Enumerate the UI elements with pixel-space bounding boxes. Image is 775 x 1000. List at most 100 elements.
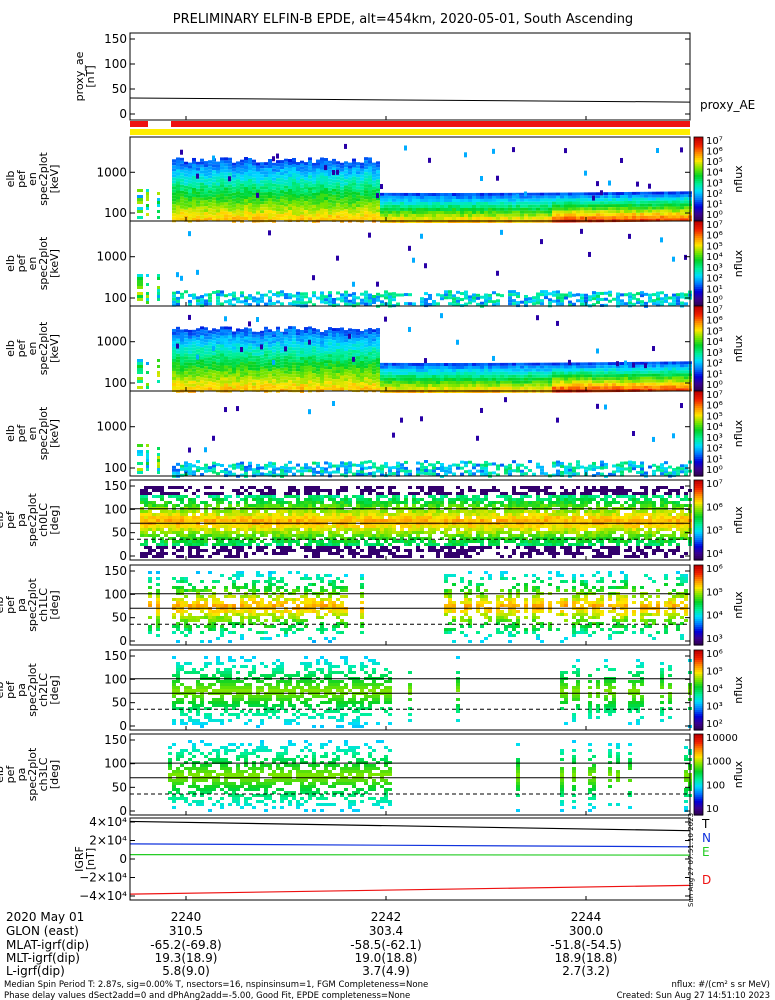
en-spec-4-colorbar-tick: 10⁶: [706, 401, 723, 412]
panel-pa-ch2: 150100500elbpefpaspec2plotch2LC[deg]10⁶1…: [0, 649, 745, 733]
pa-ch3-ytick: 100: [104, 757, 127, 771]
igrf-legend-D: D: [702, 873, 711, 887]
ephemeris-bar: [130, 121, 690, 135]
en-spec-2-colorbar-tick: 10²: [706, 274, 723, 285]
igrf-legend-T: T: [701, 817, 710, 831]
en-spec-2-ytick: 100: [104, 291, 127, 305]
pa-ch3-colorbar: 10000 1000 100 10 nflux: [693, 733, 745, 816]
en-spec-1-colorbar-tick: 10⁶: [706, 147, 723, 158]
igrf-line-D: [129, 884, 691, 895]
panel-en-spec-4: 1000100elbpefenspec2plot[keV]10⁷10⁶10⁵10…: [4, 390, 745, 478]
pa-ch1-ytick: 50: [112, 611, 127, 625]
proxy-ae-frame: [129, 32, 691, 121]
pa-ch0-colorbar-tick: 10⁷: [706, 479, 723, 490]
orbit-value-mlt: 19.3(18.9): [155, 951, 218, 965]
orbit-value-time: 2242: [371, 910, 402, 924]
pa-ch0-colorbar-label: nflux: [732, 506, 745, 534]
pa-ch1-ylabel: elbpefpaspec2plotch1LC[deg]: [0, 578, 61, 632]
pa-ch1-colorbar-tick: 10³: [706, 634, 723, 645]
en-spec-2-colorbar-tick: 10³: [706, 263, 723, 274]
pa-ch2-heatmap: [172, 656, 692, 728]
panel-stack: proxy_AE150100500proxy_ae[nT]1000100elbp…: [0, 32, 755, 907]
en-spec-3-colorbar-tick: 10⁷: [706, 305, 723, 316]
igrf-ytick: −2×10⁴: [79, 871, 127, 885]
igrf-ylabel: IGRF[nT]: [73, 846, 97, 872]
en-spec-1-ytick: 1000: [96, 165, 127, 179]
pa-ch3-colorbar-tick: 1000: [706, 757, 731, 768]
en-spec-1-colorbar-tick: 10²: [706, 189, 723, 200]
en-spec-3-ytick: 1000: [96, 335, 127, 349]
orbit-value-mlt: 18.9(18.8): [555, 951, 618, 965]
orbit-value-mlt: 19.0(18.8): [355, 951, 418, 965]
panel-proxy-ae: proxy_AE 150 100 50 0 proxy_ae[nT]: [73, 32, 755, 121]
pa-ch3-ytick: 0: [119, 804, 127, 818]
footer-created: Created: Sun Aug 27 14:51:10 2023: [617, 991, 770, 1000]
pa-ch2-ytick: 150: [104, 649, 127, 663]
en-spec-4-colorbar-label: nflux: [732, 419, 745, 447]
pa-ch2-ytick: 100: [104, 672, 127, 686]
en-spec-4-colorbar-tick: 10⁵: [706, 411, 723, 422]
en-spec-1-ytick: 100: [104, 206, 127, 220]
igrf-legend-N: N: [702, 831, 711, 845]
pa-ch1-ytick: 100: [104, 587, 127, 601]
pa-ch0-ytick: 0: [119, 549, 127, 563]
proxy-ae-label: proxy_AE: [700, 98, 755, 112]
en-spec-3-colorbar-tick: 10⁰: [706, 380, 723, 391]
orbit-value-time: 2244: [571, 910, 602, 924]
panel-en-spec-2: 1000100elbpefenspec2plot[keV]10⁷10⁶10⁵10…: [4, 220, 745, 308]
orbit-value-l: 5.8(9.0): [162, 964, 210, 978]
orbit-value-l: 2.7(3.2): [562, 964, 610, 978]
en-spec-1-ylabel: elbpefenspec2plot[keV]: [4, 152, 61, 206]
pa-ch0-heatmap: [140, 486, 692, 558]
en-spec-4-colorbar-tick: 10⁷: [706, 390, 723, 401]
en-spec-4-colorbar-tick: 10⁰: [706, 465, 723, 476]
pa-ch2-frame: [129, 649, 691, 731]
igrf-line-T: [129, 820, 691, 832]
pa-ch3-ylabel: elbpefpaspec2plotch3LC[deg]: [0, 747, 61, 801]
orbit-value-mlat: -58.5(-62.1): [350, 938, 421, 952]
en-spec-4-ytick: 1000: [96, 420, 127, 434]
en-spec-2-ytick: 1000: [96, 250, 127, 264]
pa-ch3-frame: [129, 733, 691, 816]
pa-ch1-ytick: 150: [104, 564, 127, 578]
igrf-line-N: [129, 843, 691, 848]
en-spec-3-colorbar-tick: 10⁶: [706, 316, 723, 327]
panel-pa-ch1: 150100500elbpefpaspec2plotch1LC[deg]10⁶1…: [0, 564, 745, 648]
en-spec-1-colorbar-tick: 10¹: [706, 199, 723, 210]
pa-ch2-ytick: 50: [112, 696, 127, 710]
en-spec-2-colorbar-tick: 10⁴: [706, 252, 723, 263]
igrf-ytick: −4×10⁴: [79, 889, 127, 903]
pa-ch0-colorbar-tick: 10⁵: [706, 526, 723, 537]
en-spec-3-colorbar-tick: 10⁴: [706, 337, 723, 348]
proxy-ae-line: [129, 97, 691, 103]
en-spec-1-colorbar-tick: 10⁷: [706, 136, 723, 147]
orbit-value-glon: 300.0: [569, 924, 603, 938]
footer-info: Median Spin Period T: 2.87s, sig=0.00% T…: [4, 980, 770, 1000]
en-spec-3-ytick: 100: [104, 376, 127, 390]
panel-en-spec-1: 1000 100 elbpefenspec2plot[keV] 10⁷10⁶10⁵10…: [4, 136, 745, 223]
en-spec-2-colorbar-tick: 10⁶: [706, 231, 723, 242]
igrf-frame: [129, 817, 691, 901]
pa-ch3-colorbar-tick: 10: [706, 804, 719, 815]
orbit-row-label: GLON (east): [6, 924, 79, 938]
igrf-ytick: 2×10⁴: [89, 834, 127, 848]
orbit-row-label: MLT-igrf(dip): [6, 951, 80, 965]
pa-ch3-colorbar-label: nflux: [732, 760, 745, 788]
pa-ch2-colorbar: 10⁶ 10⁵ 10⁴ 10³ 10² nflux: [693, 649, 745, 731]
pa-ch3-heatmap: [168, 740, 692, 812]
en-spec-2-heatmap: [137, 228, 692, 308]
panel-en-spec-3: 1000100elbpefenspec2plot[keV]10⁷10⁶10⁵10…: [4, 305, 745, 393]
created-stamp: Sun Aug 27 07:51:10 2023: [687, 813, 695, 907]
igrf-ytick: 4×10⁴: [89, 815, 127, 829]
en-spec-2-colorbar-tick: 10⁷: [706, 220, 723, 231]
pa-ch0-ytick: 50: [112, 526, 127, 540]
orbit-value-glon: 303.4: [369, 924, 403, 938]
en-spec-1-colorbar-tick: 10³: [706, 178, 723, 189]
proxy-ae-ytick: 150: [104, 32, 127, 46]
pa-ch1-ytick: 0: [119, 634, 127, 648]
